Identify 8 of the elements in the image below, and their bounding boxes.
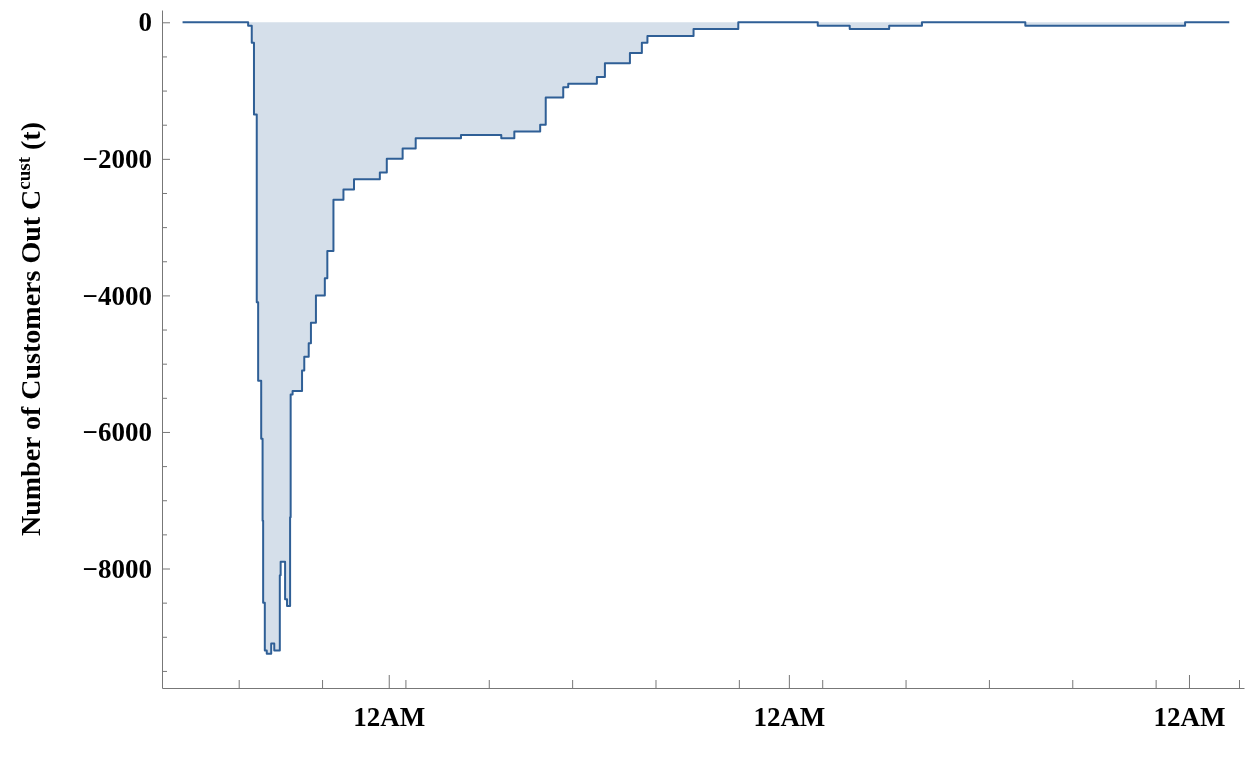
y-tick-label: −4000 bbox=[82, 280, 152, 311]
y-tick-label: −8000 bbox=[82, 553, 152, 584]
y-tick-label: −6000 bbox=[82, 417, 152, 448]
x-tick-label: 12AM bbox=[1153, 702, 1226, 733]
x-tick-label: 12AM bbox=[353, 702, 426, 733]
y-tick-label: −2000 bbox=[82, 143, 152, 174]
x-tick-label: 12AM bbox=[753, 702, 826, 733]
y-tick-label: 0 bbox=[138, 7, 152, 38]
